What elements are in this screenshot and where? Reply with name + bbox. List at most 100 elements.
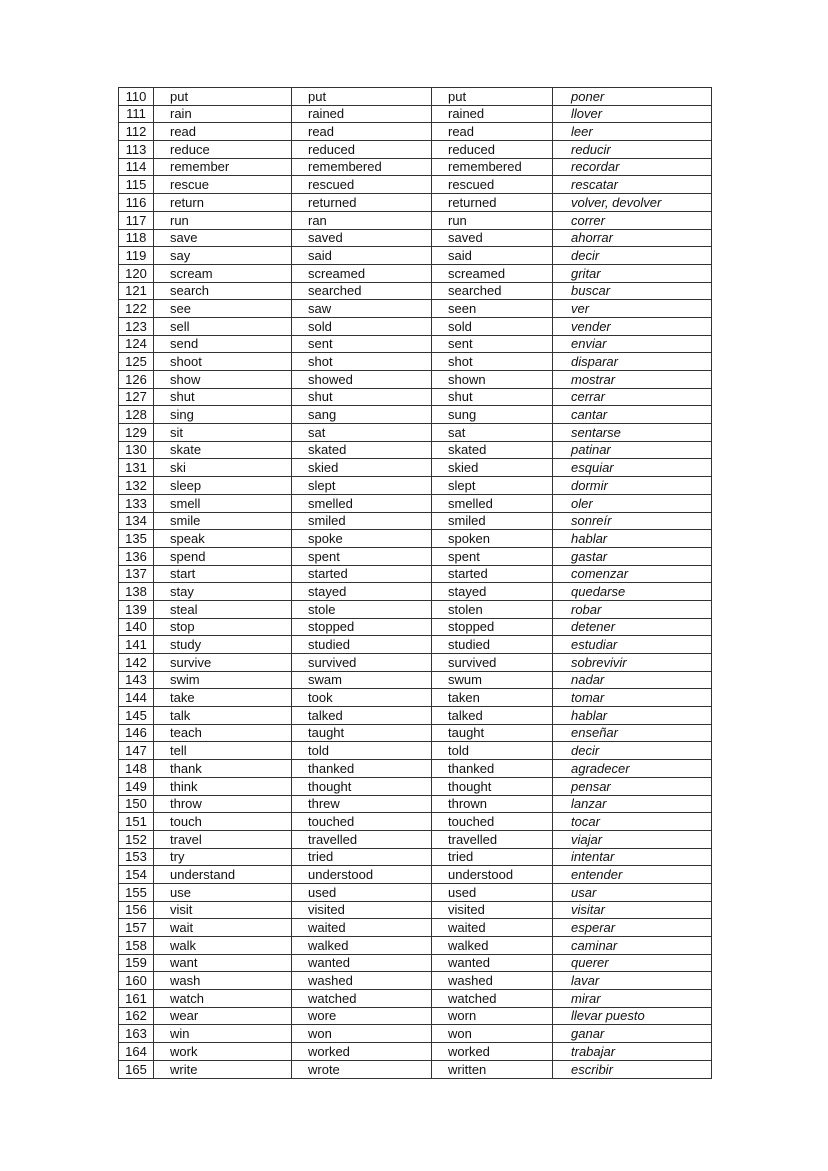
past-simple-cell: washed: [291, 971, 432, 991]
past-simple-cell: taught: [291, 723, 432, 743]
spanish-translation-cell: llover: [552, 104, 712, 124]
base-form-cell: scream: [153, 263, 292, 283]
base-form-cell: teach: [153, 723, 292, 743]
row-number-cell: 133: [118, 493, 154, 513]
spanish-translation-cell: buscar: [552, 281, 712, 301]
past-simple-cell: saved: [291, 228, 432, 248]
past-participle-cell: skated: [431, 440, 553, 460]
past-participle-cell: shot: [431, 352, 553, 371]
past-simple-cell: worked: [291, 1042, 432, 1061]
table-row: 159 want wanted wanted querer: [118, 953, 712, 973]
past-simple-cell: stopped: [291, 617, 432, 637]
table-row: 124 send sent sent enviar: [118, 334, 712, 354]
spanish-translation-cell: recordar: [552, 157, 712, 177]
table-row: 156 visit visited visited visitar: [118, 900, 712, 920]
base-form-cell: skate: [153, 440, 292, 460]
spanish-translation-cell: cerrar: [552, 387, 712, 407]
past-participle-cell: sat: [431, 423, 553, 442]
past-participle-cell: searched: [431, 281, 553, 301]
row-number-cell: 141: [118, 635, 154, 654]
row-number-cell: 157: [118, 918, 154, 937]
past-simple-cell: survived: [291, 653, 432, 672]
table-row: 126 show showed shown mostrar: [118, 370, 712, 389]
table-row: 139 steal stole stolen robar: [118, 599, 712, 619]
table-row: 133 smell smelled smelled oler: [118, 493, 712, 513]
base-form-cell: sit: [153, 423, 292, 442]
base-form-cell: watch: [153, 989, 292, 1008]
past-participle-cell: touched: [431, 812, 553, 831]
spanish-translation-cell: correr: [552, 210, 712, 230]
past-simple-cell: rained: [291, 104, 432, 124]
irregular-verbs-table: 110 put put put poner 111 rain rained rained llov…: [118, 87, 712, 1079]
past-participle-cell: swum: [431, 670, 553, 690]
base-form-cell: understand: [153, 865, 292, 884]
past-participle-cell: worked: [431, 1042, 553, 1061]
spanish-translation-cell: caminar: [552, 936, 712, 955]
row-number-cell: 129: [118, 423, 154, 442]
past-simple-cell: waited: [291, 918, 432, 937]
past-participle-cell: smiled: [431, 511, 553, 531]
spanish-translation-cell: enseñar: [552, 723, 712, 743]
spanish-translation-cell: disparar: [552, 352, 712, 371]
row-number-cell: 145: [118, 706, 154, 725]
table-row: 135 speak spoke spoken hablar: [118, 529, 712, 548]
past-simple-cell: studied: [291, 635, 432, 654]
spanish-translation-cell: rescatar: [552, 175, 712, 195]
table-row: 157 wait waited waited esperar: [118, 918, 712, 937]
spanish-translation-cell: esquiar: [552, 458, 712, 478]
row-number-cell: 152: [118, 829, 154, 849]
past-participle-cell: sold: [431, 316, 553, 336]
past-simple-cell: skied: [291, 458, 432, 478]
row-number-cell: 155: [118, 882, 154, 902]
row-number-cell: 164: [118, 1042, 154, 1061]
table-row: 134 smile smiled smiled sonreír: [118, 511, 712, 531]
row-number-cell: 144: [118, 688, 154, 708]
table-row: 165 write wrote written escribir: [118, 1059, 712, 1079]
past-participle-cell: tried: [431, 847, 553, 867]
base-form-cell: smile: [153, 511, 292, 531]
row-number-cell: 135: [118, 529, 154, 548]
table-row: 111 rain rained rained llover: [118, 104, 712, 124]
past-participle-cell: spent: [431, 546, 553, 566]
spanish-translation-cell: trabajar: [552, 1042, 712, 1061]
spanish-translation-cell: tocar: [552, 812, 712, 831]
table-row: 137 start started started comenzar: [118, 564, 712, 584]
table-row: 119 say said said decir: [118, 246, 712, 265]
base-form-cell: speak: [153, 529, 292, 548]
table-row: 140 stop stopped stopped detener: [118, 617, 712, 637]
past-simple-cell: swam: [291, 670, 432, 690]
spanish-translation-cell: mostrar: [552, 370, 712, 389]
past-simple-cell: stole: [291, 599, 432, 619]
table-row: 161 watch watched watched mirar: [118, 989, 712, 1008]
table-row: 146 teach taught taught enseñar: [118, 723, 712, 743]
past-participle-cell: won: [431, 1024, 553, 1044]
base-form-cell: take: [153, 688, 292, 708]
base-form-cell: ski: [153, 458, 292, 478]
table-row: 163 win won won ganar: [118, 1024, 712, 1044]
row-number-cell: 159: [118, 953, 154, 973]
past-participle-cell: watched: [431, 989, 553, 1008]
spanish-translation-cell: enviar: [552, 334, 712, 354]
past-participle-cell: spoken: [431, 529, 553, 548]
past-participle-cell: read: [431, 122, 553, 142]
base-form-cell: try: [153, 847, 292, 867]
base-form-cell: talk: [153, 706, 292, 725]
past-participle-cell: washed: [431, 971, 553, 991]
spanish-translation-cell: detener: [552, 617, 712, 637]
past-simple-cell: took: [291, 688, 432, 708]
spanish-translation-cell: oler: [552, 493, 712, 513]
past-participle-cell: written: [431, 1059, 553, 1079]
base-form-cell: put: [153, 87, 292, 106]
base-form-cell: thank: [153, 759, 292, 778]
past-simple-cell: understood: [291, 865, 432, 884]
past-simple-cell: put: [291, 87, 432, 106]
table-row: 142 survive survived survived sobrevivir: [118, 653, 712, 672]
spanish-translation-cell: intentar: [552, 847, 712, 867]
row-number-cell: 114: [118, 157, 154, 177]
past-participle-cell: sung: [431, 405, 553, 425]
past-simple-cell: touched: [291, 812, 432, 831]
spanish-translation-cell: quedarse: [552, 582, 712, 601]
spanish-translation-cell: hablar: [552, 706, 712, 725]
spanish-translation-cell: entender: [552, 865, 712, 884]
past-participle-cell: shown: [431, 370, 553, 389]
